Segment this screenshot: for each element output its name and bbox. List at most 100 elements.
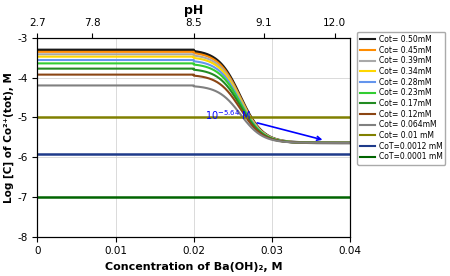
CoT=0.0012 mM [220, 152, 225, 156]
CoT=0.0012 mM [298, 152, 304, 156]
Cot= 0.45mM [35, 50, 40, 54]
CoT=0.0001 mM [318, 195, 324, 198]
Cot= 0.01 mM [318, 116, 324, 119]
Y-axis label: Log [C] of Co²⁺(tot), M: Log [C] of Co²⁺(tot), M [4, 72, 14, 203]
Cot= 0.12mM [171, 73, 176, 76]
Line: Cot= 0.34mM: Cot= 0.34mM [37, 57, 350, 143]
Cot= 0.12mM [35, 73, 40, 76]
Cot= 0.01 mM [347, 116, 353, 119]
Line: Cot= 0.39mM: Cot= 0.39mM [37, 54, 350, 143]
Cot= 0.12mM [284, 140, 289, 144]
Cot= 0.064mM [259, 134, 264, 137]
Cot= 0.12mM [347, 141, 353, 145]
Cot= 0.34mM [85, 55, 90, 58]
Cot= 0.39mM [85, 53, 90, 56]
Cot= 0.23mM [196, 63, 202, 67]
CoT=0.0012 mM [221, 152, 226, 156]
Cot= 0.12mM [85, 73, 90, 76]
CoT=0.0001 mM [221, 195, 226, 198]
Cot= 0.17mM [284, 140, 290, 144]
Cot= 0.12mM [284, 140, 290, 144]
Cot= 0.39mM [196, 55, 202, 58]
CoT=0.0012 mM [35, 152, 40, 156]
CoT=0.0001 mM [36, 195, 41, 198]
Cot= 0.39mM [35, 53, 40, 56]
Cot= 0.39mM [259, 130, 264, 133]
Cot= 0.50mM [284, 140, 290, 143]
Cot= 0.34mM [171, 55, 176, 58]
Cot= 0.34mM [324, 141, 329, 145]
Cot= 0.23mM [171, 62, 176, 65]
CoT=0.0012 mM [226, 152, 231, 156]
Cot= 0.01 mM [220, 116, 225, 119]
Cot= 0.28mM [196, 60, 202, 64]
CoT=0.0001 mM [347, 195, 353, 198]
Cot= 0.064mM [284, 140, 290, 144]
Cot= 0.064mM [324, 141, 329, 145]
Cot= 0.28mM [324, 141, 329, 145]
Line: Cot= 0.17mM: Cot= 0.17mM [37, 69, 350, 143]
Cot= 0.34mM [196, 57, 202, 60]
Cot= 0.34mM [284, 140, 289, 143]
Cot= 0.17mM [347, 141, 353, 145]
Cot= 0.01 mM [226, 116, 231, 119]
Line: Cot= 0.12mM: Cot= 0.12mM [37, 75, 350, 143]
Cot= 0.39mM [284, 140, 290, 143]
Line: Cot= 0.064mM: Cot= 0.064mM [37, 86, 350, 143]
Cot= 0.17mM [196, 69, 202, 72]
Cot= 0.23mM [347, 141, 353, 145]
Cot= 0.12mM [259, 132, 264, 136]
Cot= 0.50mM [196, 51, 202, 54]
Cot= 0.39mM [284, 140, 289, 143]
CoT=0.0001 mM [298, 195, 304, 198]
Cot= 0.34mM [347, 141, 353, 145]
Cot= 0.50mM [35, 48, 40, 52]
X-axis label: Concentration of Ba(OH)₂, M: Concentration of Ba(OH)₂, M [105, 262, 283, 272]
CoT=0.0001 mM [226, 195, 231, 198]
Legend: Cot= 0.50mM, Cot= 0.45mM, Cot= 0.39mM, Cot= 0.34mM, Cot= 0.28mM, Cot= 0.23mM, Co: Cot= 0.50mM, Cot= 0.45mM, Cot= 0.39mM, C… [357, 32, 446, 164]
Line: Cot= 0.28mM: Cot= 0.28mM [37, 60, 350, 143]
Cot= 0.34mM [35, 55, 40, 58]
Cot= 0.28mM [347, 141, 353, 145]
Cot= 0.45mM [171, 50, 176, 54]
Cot= 0.23mM [284, 140, 289, 143]
Cot= 0.28mM [85, 58, 90, 62]
Line: Cot= 0.50mM: Cot= 0.50mM [37, 50, 350, 143]
Cot= 0.01 mM [35, 116, 40, 119]
Cot= 0.17mM [35, 67, 40, 70]
Line: Cot= 0.45mM: Cot= 0.45mM [37, 52, 350, 143]
Cot= 0.28mM [284, 140, 289, 143]
Cot= 0.12mM [196, 75, 202, 78]
Cot= 0.39mM [347, 141, 353, 145]
CoT=0.0012 mM [36, 152, 41, 156]
Cot= 0.23mM [259, 131, 264, 134]
Cot= 0.12mM [324, 141, 329, 145]
Cot= 0.28mM [35, 58, 40, 62]
Cot= 0.23mM [85, 62, 90, 65]
Cot= 0.45mM [196, 52, 202, 56]
Cot= 0.50mM [347, 141, 353, 145]
Cot= 0.50mM [171, 48, 176, 52]
Cot= 0.45mM [85, 50, 90, 54]
Cot= 0.28mM [259, 130, 264, 134]
Cot= 0.064mM [284, 140, 289, 144]
CoT=0.0012 mM [318, 152, 324, 156]
Cot= 0.39mM [324, 141, 329, 145]
CoT=0.0012 mM [347, 152, 353, 156]
Cot= 0.17mM [259, 131, 264, 135]
Cot= 0.45mM [324, 141, 329, 145]
Line: Cot= 0.23mM: Cot= 0.23mM [37, 63, 350, 143]
Text: $10^{-5.64}$ M: $10^{-5.64}$ M [206, 108, 321, 140]
Cot= 0.45mM [347, 141, 353, 145]
Cot= 0.23mM [324, 141, 329, 145]
Cot= 0.17mM [85, 67, 90, 70]
Cot= 0.50mM [284, 140, 289, 143]
Cot= 0.23mM [284, 140, 290, 144]
Cot= 0.34mM [284, 140, 290, 143]
Cot= 0.01 mM [36, 116, 41, 119]
Cot= 0.064mM [171, 84, 176, 87]
Cot= 0.17mM [284, 140, 289, 143]
Cot= 0.39mM [171, 53, 176, 56]
Cot= 0.01 mM [298, 116, 304, 119]
Cot= 0.17mM [171, 67, 176, 70]
